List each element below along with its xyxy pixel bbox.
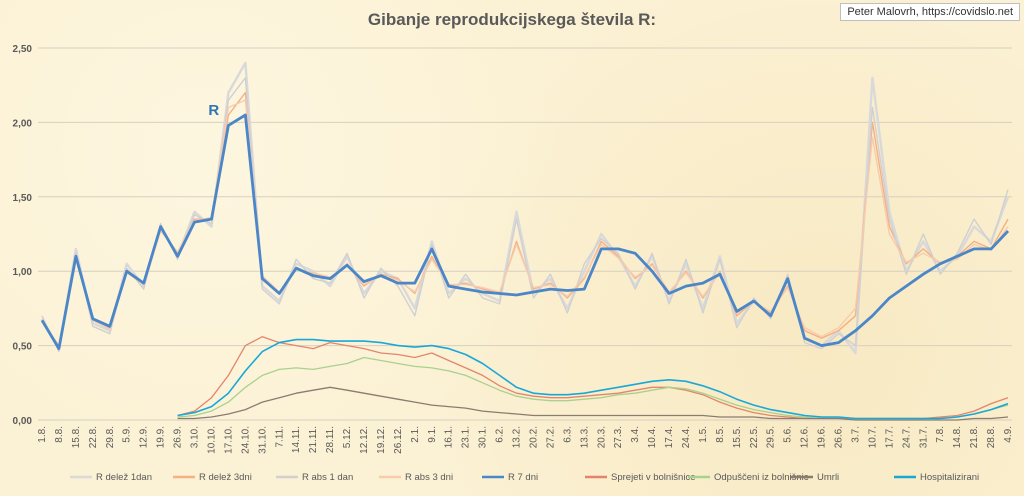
x-tick-label: 31.7. [918,426,929,448]
x-tick-label: 8.5. [715,426,726,443]
x-tick-label: 20.2. [528,426,539,448]
x-tick-label: 26.12. [393,426,404,454]
x-tick-label: 16.1. [444,426,455,448]
x-tick-label: 30.1. [478,426,489,448]
x-tick-label: 26.9. [173,426,184,448]
grid [38,47,1012,421]
chart-title: Gibanje reprodukcijskega števila R: [367,10,657,29]
series-line-r-dele-1dan [40,61,1010,355]
x-tick-label: 17.7. [884,426,895,448]
x-tick-label: 15.5. [732,426,743,448]
x-tick-label: 3.4. [630,426,641,443]
x-tick-label: 17.10. [223,426,234,454]
legend: R delež 1dan R delež 3dni R abs 1 dan R abs… [70,472,979,483]
x-tick-label: 7.11. [274,426,285,448]
y-tick-label: 2,00 [13,118,33,129]
x-tick-label: 12.9. [139,426,150,448]
x-tick-label: 9.1. [427,426,438,443]
x-tick-label: 21.8. [969,426,980,448]
x-tick-label: 26.6. [834,426,845,448]
x-tick-label: 22.8. [88,426,99,448]
series-line-r-abs-3-dni [41,99,1009,348]
x-tick-label: 12.12. [359,426,370,454]
x-tick-label: 19.9. [156,426,167,448]
x-tick-label: 10.7. [867,426,878,448]
legend-label: R 7 dni [508,472,538,483]
x-tick-label: 5.9. [122,426,133,443]
x-tick-label: 17.4. [664,426,675,448]
x-tick-label: 19.6. [817,426,828,448]
x-tick-label: 15.8. [71,426,82,448]
x-tick-label: 10.10. [206,426,217,454]
series-line-sprejeti-v-bolni-nice [177,336,1009,420]
y-tick-label: 1,50 [13,193,33,204]
x-tick-label: 6.2. [495,426,506,443]
x-tick-label: 27.3. [613,426,624,448]
x-tick-label: 14.11. [291,426,302,453]
x-tick-label: 4.9. [1003,426,1014,443]
x-tick-label: 14.8. [952,426,963,448]
x-tick-label: 20.3. [596,426,607,448]
x-tick-label: 5.12. [342,426,353,448]
legend-label: R delež 1dan [96,472,152,483]
x-tick-label: 24.4. [681,426,692,448]
series-line-r-7-dni [40,113,1010,350]
series-line-umrli [177,386,1009,421]
x-tick-label: 1.8. [37,426,48,443]
legend-label: Odpuščeni iz bolnišnic [714,472,809,483]
legend-label: Umrli [817,472,839,483]
y-tick-label: 1,00 [13,267,33,278]
legend-label: R abs 3 dni [405,472,453,483]
x-tick-label: 28.11. [325,426,336,453]
x-tick-label: 29.8. [105,426,116,448]
x-tick-label: 24.7. [901,426,912,448]
x-tick-label: 3.10. [190,426,201,448]
credit-box: Peter Malovrh, https://covidslo.net [840,3,1020,21]
x-tick-label: 21.11. [308,426,319,453]
legend-label: R delež 3dni [199,472,252,483]
legend-label: R abs 1 dan [302,472,353,483]
y-axis: 0,00 0,50 1,00 1,50 2,00 2,50 [13,44,33,427]
x-tick-label: 28.8. [986,426,997,448]
x-tick-label: 8.8. [54,426,65,443]
series-line-hospitalizirani [177,338,1009,420]
x-tick-label: 27.2. [545,426,556,448]
x-tick-label: 22.5. [749,426,760,448]
x-tick-label: 1.5. [698,426,709,443]
series-lines [40,61,1010,421]
x-tick-label: 24.10. [240,426,251,454]
x-tick-label: 10.4. [647,426,658,448]
r-label: R [208,102,219,119]
legend-label: Sprejeti v bolnišnice [611,472,696,483]
x-tick-label: 19.12. [376,426,387,454]
series-line-odpu-eni-iz-bolni-nic [177,356,1009,420]
x-tick-label: 2.1. [410,426,421,443]
x-tick-label: 23.1. [461,426,472,448]
x-tick-label: 13.2. [512,426,523,448]
x-tick-label: 5.6. [783,426,794,443]
x-tick-label: 3.7. [850,426,861,443]
x-tick-label: 29.5. [766,426,777,448]
x-axis: 1.8. 8.8. 15.8. 22.8. 29.8. 5.9. 12.9. 19.9. 26.… [37,426,1014,454]
x-tick-label: 6.3. [562,426,573,443]
y-tick-label: 0,50 [13,342,33,353]
y-tick-label: 0,00 [13,416,33,427]
legend-label: Hospitalizirani [920,472,979,483]
x-tick-label: 13.3. [579,426,590,448]
x-tick-label: 31.10. [257,426,268,454]
x-tick-label: 12.6. [800,426,811,448]
y-tick-label: 2,50 [13,44,33,55]
x-tick-label: 7.8. [935,426,946,443]
